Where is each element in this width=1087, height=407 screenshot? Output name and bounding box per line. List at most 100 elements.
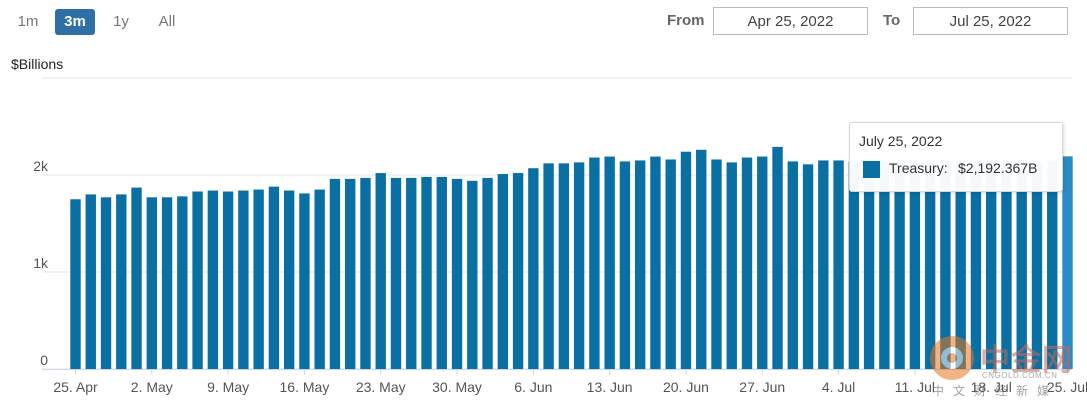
bar-treasury[interactable]	[955, 160, 966, 369]
bar-treasury[interactable]	[283, 190, 295, 369]
bar-treasury[interactable]	[833, 160, 844, 369]
bar-treasury[interactable]	[177, 196, 188, 369]
tooltip-series-swatch	[863, 161, 880, 178]
bar-treasury[interactable]	[345, 178, 356, 369]
bar-treasury[interactable]	[940, 160, 951, 369]
x-tick-label: 16. May	[280, 379, 330, 395]
bar-treasury[interactable]	[1062, 156, 1073, 369]
bar-treasury[interactable]	[757, 156, 768, 369]
bar-treasury[interactable]	[986, 160, 997, 369]
bar-treasury[interactable]	[589, 157, 600, 369]
bar-treasury[interactable]	[543, 163, 554, 369]
bar-treasury[interactable]	[268, 186, 280, 369]
bar-treasury[interactable]	[451, 178, 463, 369]
bar-treasury[interactable]	[924, 160, 936, 369]
range-button-3m[interactable]: 3m	[55, 9, 95, 35]
y-tick-label: 2k	[33, 158, 49, 174]
bar-treasury[interactable]	[467, 180, 478, 369]
cngold-watermark: 中金网 CNGOLD.COM.CN 中文财经新媒	[930, 336, 1080, 404]
bar-treasury[interactable]	[970, 160, 982, 369]
bar-treasury[interactable]	[726, 162, 737, 369]
x-tick-label: 6. Jun	[514, 379, 552, 395]
bar-treasury[interactable]	[909, 160, 921, 369]
bar-treasury[interactable]	[711, 159, 722, 369]
x-tick-label: 25. Apr	[53, 379, 98, 395]
y-tick-label: 0	[40, 352, 48, 368]
bar-treasury[interactable]	[299, 193, 310, 369]
bar-treasury[interactable]	[253, 189, 264, 369]
chart-tooltip: July 25, 2022 Treasury: $2,192.367B	[849, 122, 1063, 192]
y-tick-label: 1k	[33, 255, 49, 271]
bar-treasury[interactable]	[390, 177, 402, 369]
bar-treasury[interactable]	[665, 159, 676, 369]
bar-treasury[interactable]	[406, 177, 417, 369]
bar-treasury[interactable]	[238, 190, 249, 369]
range-button-1y[interactable]: 1y	[113, 13, 129, 30]
bar-treasury[interactable]	[848, 161, 860, 369]
bar-treasury[interactable]	[528, 168, 539, 369]
bar-treasury[interactable]	[161, 197, 173, 369]
bar-treasury[interactable]	[863, 160, 875, 369]
bar-treasury[interactable]	[116, 194, 127, 369]
x-tick-label: 11. Jul	[895, 379, 935, 395]
bar-treasury[interactable]	[818, 160, 829, 369]
watermark-subtitle: 中文财经新媒	[932, 384, 1059, 398]
bar-treasury[interactable]	[619, 161, 631, 369]
bar-treasury[interactable]	[573, 162, 585, 369]
bar-treasury[interactable]	[100, 197, 112, 369]
bar-treasury[interactable]	[696, 149, 707, 369]
x-tick-label: 2. May	[131, 379, 173, 395]
bar-treasury[interactable]	[1001, 161, 1012, 369]
bar-treasury[interactable]	[375, 173, 386, 369]
bar-treasury[interactable]	[329, 178, 341, 369]
bar-treasury[interactable]	[436, 176, 447, 369]
bar-treasury[interactable]	[772, 146, 783, 369]
bar-treasury[interactable]	[650, 156, 661, 369]
bar-treasury[interactable]	[497, 174, 509, 369]
x-tick-label: 23. May	[356, 379, 406, 395]
bar-treasury[interactable]	[558, 163, 570, 369]
bar-treasury[interactable]	[192, 191, 203, 369]
tooltip-series-name: Treasury:	[889, 160, 948, 176]
tooltip-date: July 25, 2022	[859, 133, 943, 149]
cngold-logo-icon	[930, 336, 974, 380]
bar-treasury[interactable]	[222, 191, 234, 369]
watermark-url: CNGOLD.COM.CN	[982, 371, 1058, 380]
bar-treasury[interactable]	[360, 177, 371, 369]
watermark-brand: 中金网	[980, 343, 1073, 378]
bar-treasury[interactable]	[634, 160, 646, 369]
bar-treasury[interactable]	[604, 156, 615, 369]
x-tick-label: 9. May	[207, 379, 249, 395]
bar-treasury[interactable]	[70, 199, 81, 369]
range-button-1m[interactable]: 1m	[17, 13, 39, 30]
bar-treasury[interactable]	[680, 151, 692, 369]
y-axis-unit-label: $Billions	[11, 56, 64, 72]
bar-treasury[interactable]	[1047, 160, 1058, 369]
bar-treasury[interactable]	[1016, 160, 1027, 369]
to-date-input[interactable]	[913, 7, 1068, 35]
bar-treasury[interactable]	[1031, 161, 1043, 369]
range-button-all[interactable]: All	[158, 13, 176, 30]
bar-treasury[interactable]	[85, 194, 96, 369]
bar-treasury[interactable]	[894, 161, 905, 369]
bar-treasury[interactable]	[314, 189, 325, 369]
bar-treasury[interactable]	[741, 157, 753, 369]
bar-treasury[interactable]	[146, 197, 157, 369]
to-label: To	[883, 12, 901, 29]
bar-treasury[interactable]	[787, 161, 798, 369]
x-tick-label: 25. Jul	[1047, 379, 1087, 395]
bar-treasury[interactable]	[512, 173, 524, 369]
bar-treasury[interactable]	[482, 177, 493, 369]
bar-treasury[interactable]	[207, 190, 219, 369]
bar-treasury[interactable]	[802, 164, 814, 369]
bar-treasury[interactable]	[421, 176, 432, 369]
from-date-input[interactable]	[713, 7, 868, 35]
x-tick-label: 20. Jun	[663, 379, 709, 395]
x-tick-label: 4. Jul	[822, 379, 855, 395]
x-tick-label: 18. Jul	[971, 379, 1012, 395]
bar-treasury[interactable]	[131, 187, 142, 369]
x-tick-label: 30. May	[432, 379, 482, 395]
bar-treasury[interactable]	[879, 160, 890, 369]
x-tick-label: 13. Jun	[587, 379, 633, 395]
